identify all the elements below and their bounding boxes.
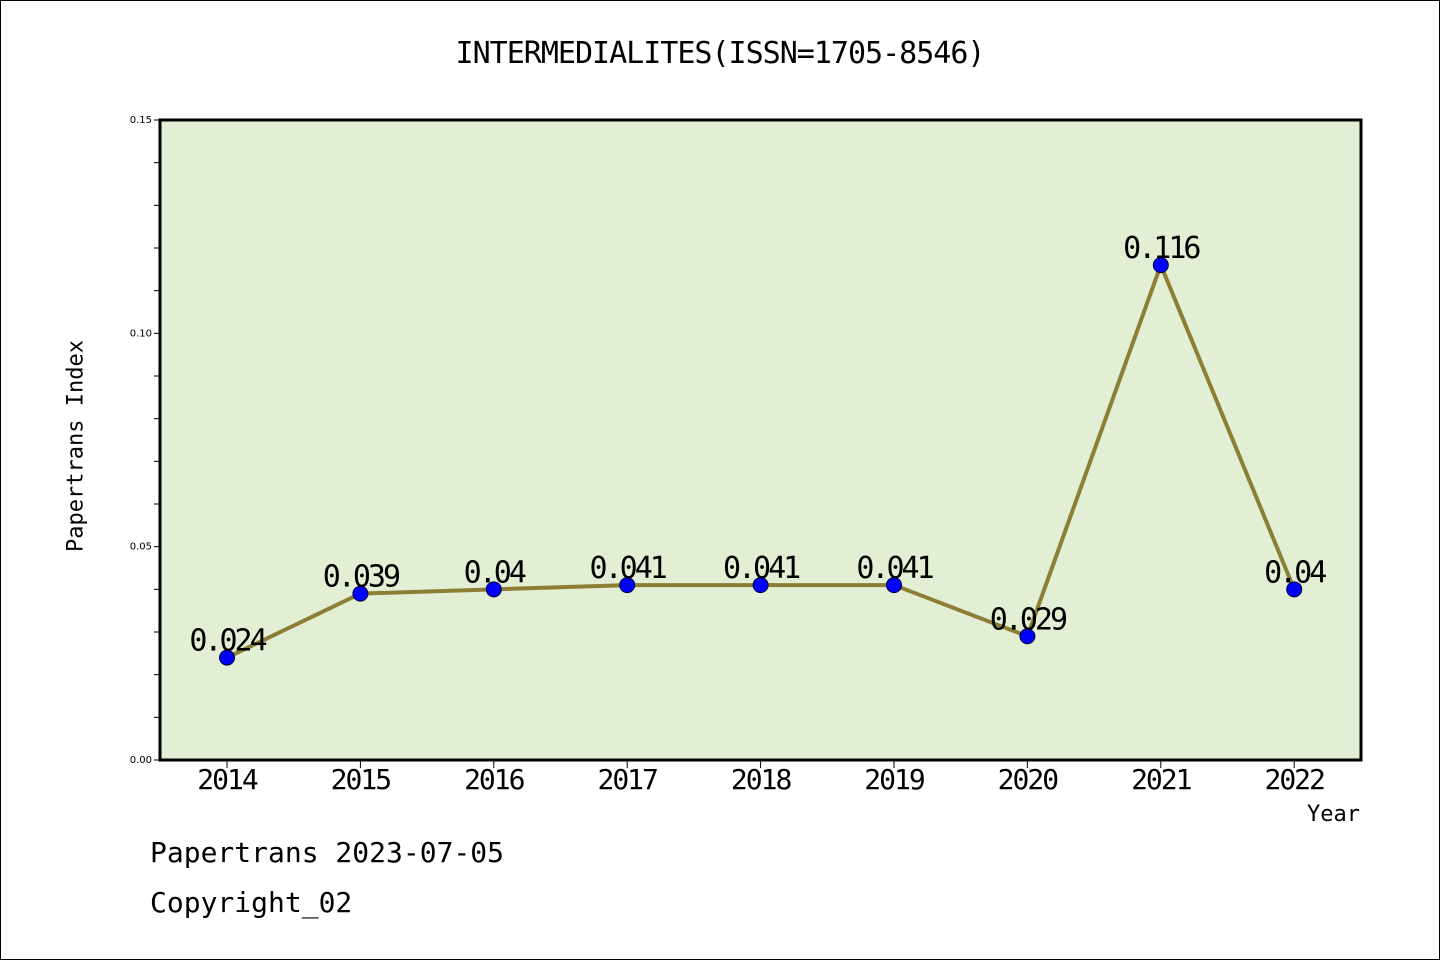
data-point	[886, 577, 902, 594]
data-label: 0.024	[189, 624, 266, 659]
x-tick-label: 2018	[731, 763, 792, 796]
x-tick-label: 2017	[597, 763, 657, 796]
x-tick-label: 2016	[464, 763, 525, 796]
x-tick-label: 2019	[864, 763, 924, 796]
x-tick-label: 2020	[998, 763, 1059, 796]
data-label: 0.041	[590, 551, 667, 586]
data-point	[1152, 257, 1169, 274]
data-point	[752, 577, 769, 594]
data-label: 0.041	[723, 551, 800, 586]
x-tick-label: 2015	[331, 763, 391, 796]
footer-copyright: Copyright_02	[150, 886, 353, 919]
chart-title: INTERMEDIALITES(ISSN=1705-8546)	[455, 36, 986, 71]
plot-border	[158, 118, 1363, 762]
data-label: 0.04	[464, 555, 526, 590]
data-label: 0.04	[1264, 555, 1326, 590]
x-tick-label: 2022	[1264, 763, 1324, 796]
data-label: 0.039	[323, 560, 400, 595]
y-tick-label: 0.05	[130, 542, 152, 553]
data-point	[485, 581, 502, 598]
x-axis-label: Year	[1307, 802, 1360, 827]
data-label: 0.029	[990, 602, 1067, 637]
data-label: 0.116	[1123, 231, 1200, 266]
data-point	[1286, 581, 1303, 598]
data-label: 0.041	[856, 551, 933, 586]
data-point	[352, 585, 369, 602]
data-point	[219, 649, 235, 666]
y-tick-label: 0.00	[130, 755, 152, 766]
data-point	[619, 577, 636, 594]
x-tick-label: 2021	[1131, 763, 1191, 796]
y-tick-label: 0.15	[130, 115, 152, 126]
plot-area	[160, 120, 1361, 760]
footer-date: Papertrans 2023-07-05	[150, 836, 505, 869]
y-tick-label: 0.10	[130, 328, 152, 339]
data-point	[1019, 628, 1036, 645]
x-tick-label: 2014	[197, 763, 258, 796]
